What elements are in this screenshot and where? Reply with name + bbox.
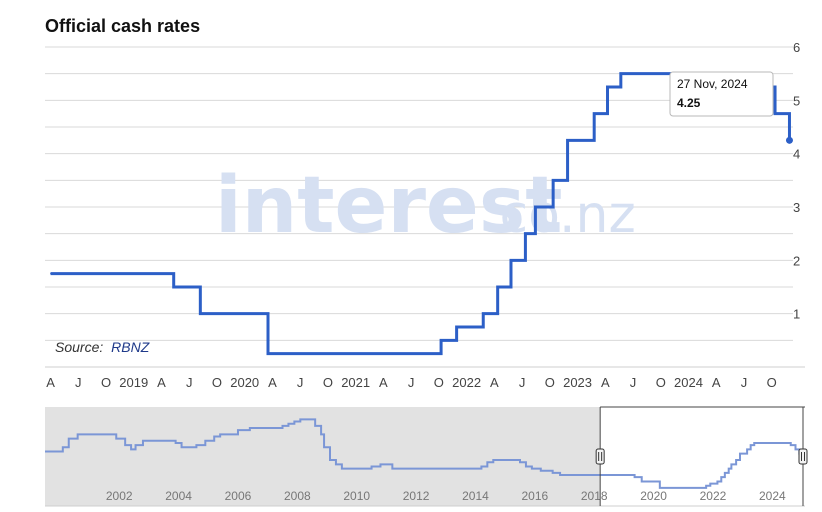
navigator-tick-label: 2014 <box>462 489 489 503</box>
tooltip-box <box>669 71 774 117</box>
data-point <box>50 273 52 275</box>
x-tick-label: 2023 <box>563 375 592 390</box>
data-point <box>173 286 175 288</box>
x-tick-label: A <box>46 375 55 390</box>
y-tick-label: 2 <box>793 253 800 268</box>
data-point <box>534 206 536 208</box>
data-point <box>440 339 442 341</box>
navigator-tick-label: 2002 <box>106 489 133 503</box>
navigator-mask <box>45 407 601 506</box>
watermark: interest .co.nz <box>215 161 636 251</box>
x-tick-label: J <box>741 375 748 390</box>
x-tick-label: J <box>630 375 637 390</box>
chart-title: Official cash rates <box>45 16 201 36</box>
navigator-line <box>45 418 805 489</box>
navigator-tick-label: 2016 <box>521 489 548 503</box>
data-point <box>620 73 622 75</box>
navigator-left-handle[interactable] <box>595 448 605 465</box>
data-point <box>482 313 484 315</box>
main-series <box>50 72 793 356</box>
data-point <box>510 259 512 261</box>
x-tick-label: J <box>408 375 415 390</box>
y-axis-ticks: 1 2 3 4 5 6 <box>793 40 800 322</box>
x-axis-ticks: A J O 2019 A J O 2020 A J O 2021 A J O 2022 A J O 2023 A J O 20… <box>46 375 777 390</box>
x-tick-label: A <box>379 375 388 390</box>
range-navigator[interactable]: 2002 2004 2006 2008 2010 2012 2014 2016 2018 2020… <box>45 406 808 507</box>
data-point <box>774 113 776 115</box>
tooltip: 27 Nov, 2024 4.25 <box>669 71 774 117</box>
navigator-tick-label: 2010 <box>343 489 370 503</box>
navigator-tick-label: 2006 <box>225 489 252 503</box>
x-tick-label: J <box>519 375 526 390</box>
navigator-tick-label: 2024 <box>759 489 786 503</box>
data-point <box>497 286 499 288</box>
x-tick-label: O <box>767 375 777 390</box>
source-link[interactable]: RBNZ <box>111 339 150 355</box>
x-tick-label: O <box>434 375 444 390</box>
x-tick-label: O <box>323 375 333 390</box>
x-tick-label: O <box>212 375 222 390</box>
x-tick-label: 2019 <box>119 375 148 390</box>
x-tick-label: O <box>545 375 555 390</box>
data-point <box>267 353 269 355</box>
x-tick-label: 2020 <box>230 375 259 390</box>
data-point <box>593 113 595 115</box>
data-point <box>524 233 526 235</box>
hover-marker <box>785 136 793 144</box>
navigator-tick-label: 2008 <box>284 489 311 503</box>
navigator-tick-label: 2004 <box>165 489 192 503</box>
y-tick-label: 3 <box>793 200 800 215</box>
svg-text:Source: RBNZ: Source: RBNZ <box>55 339 150 355</box>
tooltip-value: 4.25 <box>677 96 701 110</box>
y-tick-label: 1 <box>793 307 800 322</box>
data-point <box>607 86 609 88</box>
x-tick-label: O <box>656 375 666 390</box>
navigator-tick-label: 2012 <box>403 489 430 503</box>
y-tick-label: 4 <box>793 147 800 162</box>
data-point <box>567 139 569 141</box>
x-tick-label: A <box>490 375 499 390</box>
x-tick-label: O <box>101 375 111 390</box>
x-tick-label: 2021 <box>341 375 370 390</box>
navigator-tick-label: 2020 <box>640 489 667 503</box>
x-tick-label: 2022 <box>452 375 481 390</box>
watermark-suffix: .co.nz <box>483 185 636 245</box>
x-tick-label: J <box>186 375 193 390</box>
x-tick-label: J <box>75 375 82 390</box>
x-tick-label: 2024 <box>674 375 703 390</box>
source-note: Source: RBNZ <box>55 339 150 355</box>
navigator-right-handle[interactable] <box>798 448 808 465</box>
navigator-tick-label: 2022 <box>700 489 727 503</box>
data-point <box>552 179 554 181</box>
data-point <box>456 326 458 328</box>
x-tick-label: A <box>268 375 277 390</box>
tooltip-date: 27 Nov, 2024 <box>677 77 748 91</box>
navigator-tick-label: 2018 <box>581 489 608 503</box>
source-label: Source: <box>55 339 103 355</box>
data-point <box>199 313 201 315</box>
y-tick-label: 6 <box>793 40 800 55</box>
x-tick-label: A <box>157 375 166 390</box>
x-tick-label: A <box>712 375 721 390</box>
watermark-text: interest <box>215 161 563 251</box>
x-tick-label: J <box>297 375 304 390</box>
y-tick-label: 5 <box>793 93 800 108</box>
x-tick-label: A <box>601 375 610 390</box>
